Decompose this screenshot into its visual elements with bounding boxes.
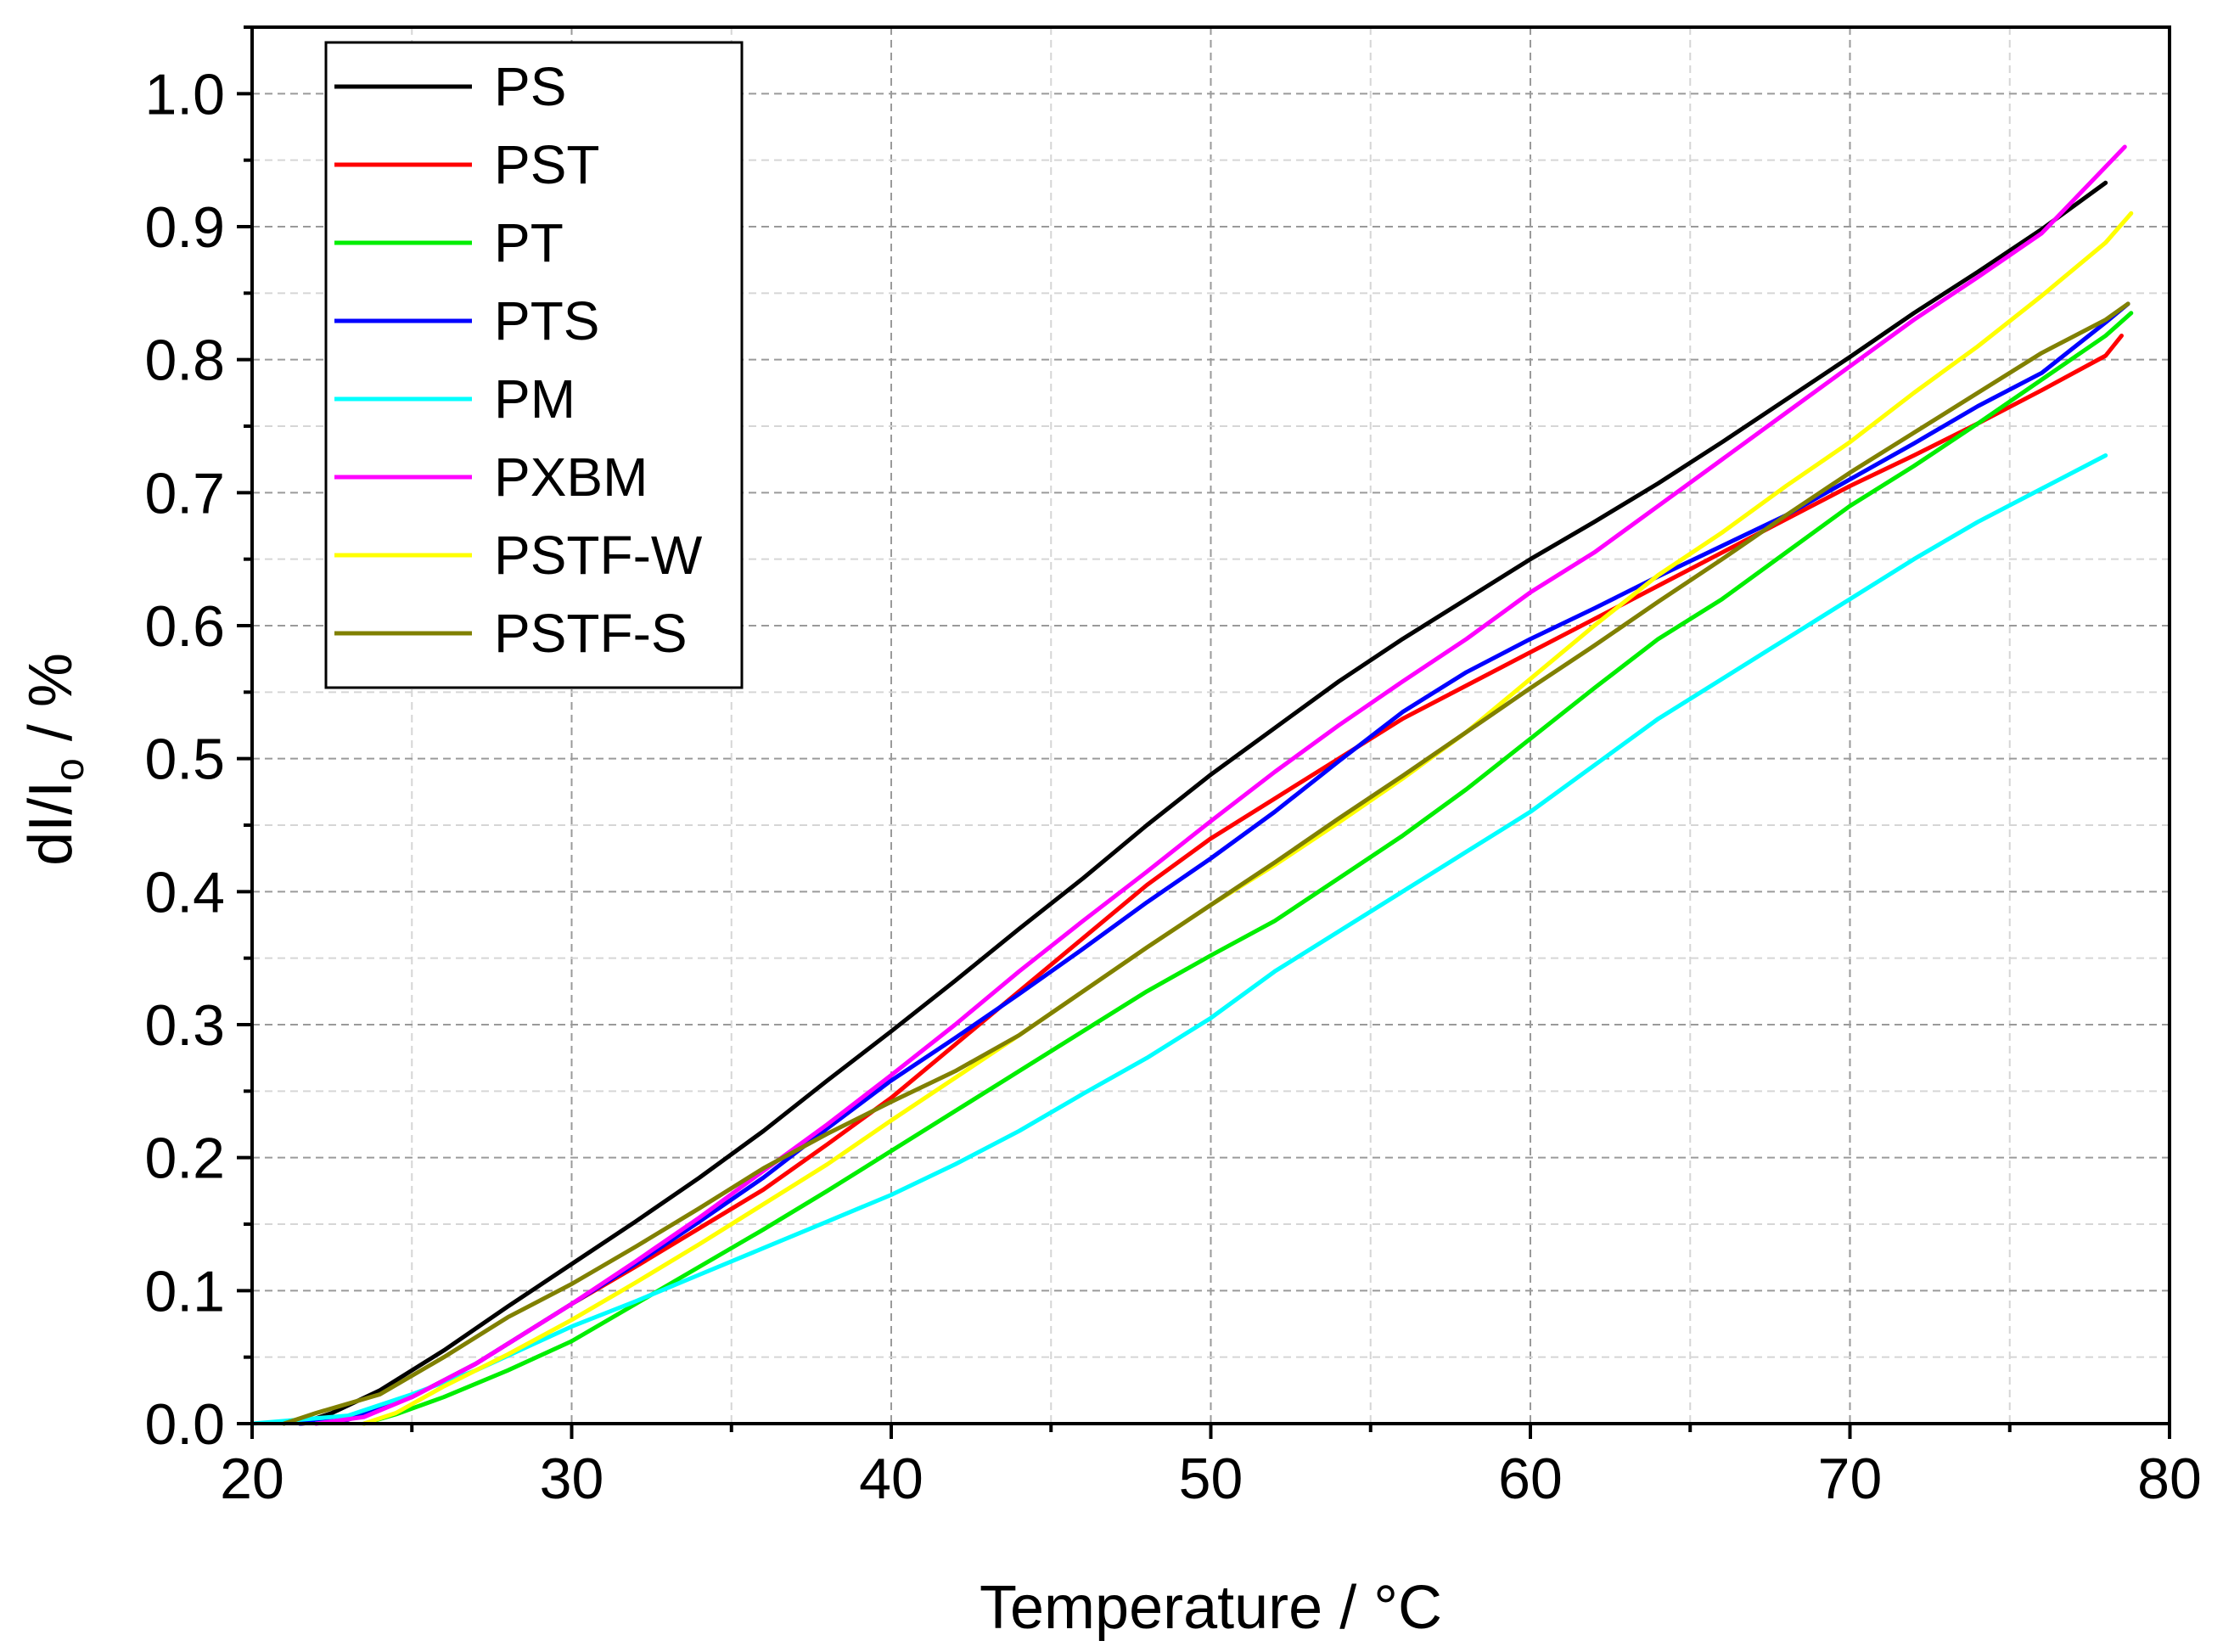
series-line-pm bbox=[250, 453, 2108, 1426]
legend-box bbox=[324, 41, 744, 689]
y-axis-title: dI/Io / % bbox=[17, 653, 93, 866]
series-line-pstf-s bbox=[282, 301, 2130, 1426]
legend: PS PST PT PTS PM PXBM PSTF-W PSTF-S bbox=[324, 41, 744, 689]
y-axis-tick-label: 0.9 bbox=[144, 195, 225, 260]
y-axis-tick-label: 0.0 bbox=[144, 1392, 225, 1457]
x-axis-tick-label: 50 bbox=[1179, 1447, 1243, 1511]
x-axis-tick-label: 30 bbox=[540, 1447, 604, 1511]
series-line-pt bbox=[362, 311, 2134, 1426]
axis-ticks bbox=[237, 25, 2171, 1439]
legend-label-pm: PM bbox=[494, 368, 575, 430]
y-axis-tick-label: 0.8 bbox=[144, 329, 225, 393]
series-line-pxbm bbox=[313, 144, 2127, 1426]
y-axis-title-subscript: o bbox=[48, 758, 93, 781]
x-axis-title: Temperature / °C bbox=[980, 1574, 1442, 1642]
legend-label-pst: PST bbox=[494, 134, 599, 195]
x-axis-tick-label: 40 bbox=[859, 1447, 923, 1511]
legend-label-pt: PT bbox=[494, 212, 564, 273]
legend-label-pxbm: PXBM bbox=[494, 447, 648, 508]
y-axis-tick-label: 1.0 bbox=[144, 62, 225, 126]
y-axis-tick-labels: 0.0 0.1 0.2 0.3 0.4 0.5 0.6 0.7 0.8 0.9 1.0 bbox=[144, 62, 225, 1457]
x-axis-tick-label: 70 bbox=[1818, 1447, 1883, 1511]
y-axis-title-tail: / % bbox=[17, 653, 85, 758]
x-axis-tick-label: 20 bbox=[220, 1447, 284, 1511]
legend-label-pts: PTS bbox=[494, 290, 599, 351]
y-axis-tick-label: 0.5 bbox=[144, 728, 225, 792]
series-line-ps bbox=[298, 180, 2108, 1426]
legend-label-pstf-w: PSTF-W bbox=[494, 525, 703, 586]
y-axis-tick-label: 0.4 bbox=[144, 860, 225, 924]
x-axis-tick-label: 80 bbox=[2137, 1447, 2202, 1511]
y-axis-tick-label: 0.2 bbox=[144, 1127, 225, 1191]
y-axis-tick-label: 0.6 bbox=[144, 594, 225, 659]
y-axis-tick-label: 0.7 bbox=[144, 461, 225, 525]
legend-label-pstf-s: PSTF-S bbox=[494, 603, 688, 664]
y-axis-tick-label: 0.3 bbox=[144, 993, 225, 1058]
legend-label-ps: PS bbox=[494, 56, 566, 117]
series-lines bbox=[250, 144, 2134, 1426]
y-axis-title-main: dI/I bbox=[17, 781, 85, 866]
x-axis-tick-labels: 20 30 40 50 60 70 80 bbox=[220, 1447, 2202, 1511]
x-axis-tick-label: 60 bbox=[1498, 1447, 1563, 1511]
y-axis-tick-label: 0.1 bbox=[144, 1259, 225, 1323]
